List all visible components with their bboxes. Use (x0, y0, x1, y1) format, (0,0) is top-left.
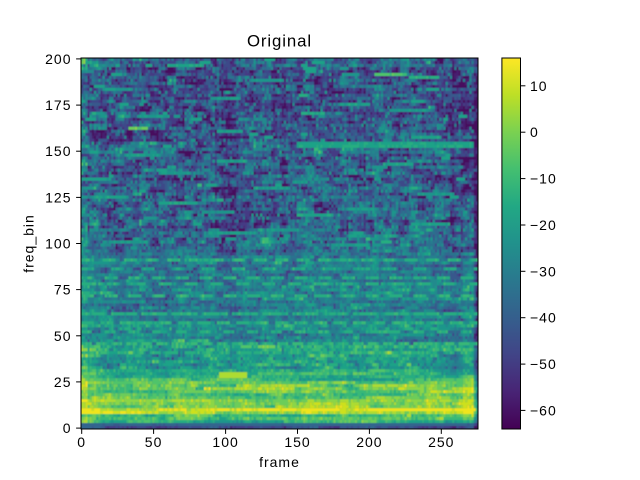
svg-text:−50: −50 (530, 356, 557, 372)
svg-text:75: 75 (54, 282, 72, 298)
svg-text:200: 200 (356, 434, 382, 450)
svg-text:50: 50 (54, 328, 72, 344)
svg-text:125: 125 (45, 189, 71, 205)
svg-text:−60: −60 (530, 402, 557, 418)
svg-text:−30: −30 (530, 263, 557, 279)
svg-text:Original: Original (247, 31, 312, 50)
svg-text:150: 150 (284, 434, 310, 450)
svg-text:200: 200 (45, 51, 71, 67)
svg-text:25: 25 (54, 374, 72, 390)
svg-text:10: 10 (530, 78, 548, 94)
svg-text:−10: −10 (530, 171, 557, 187)
svg-text:100: 100 (45, 236, 71, 252)
svg-text:frame: frame (259, 454, 300, 470)
svg-text:freq_bin: freq_bin (21, 214, 37, 273)
svg-text:150: 150 (45, 143, 71, 159)
svg-text:−20: −20 (530, 217, 557, 233)
svg-text:0: 0 (530, 124, 539, 140)
svg-text:100: 100 (212, 434, 238, 450)
svg-text:0: 0 (63, 420, 72, 436)
svg-text:0: 0 (77, 434, 86, 450)
svg-text:250: 250 (428, 434, 454, 450)
svg-text:175: 175 (45, 97, 71, 113)
svg-text:−40: −40 (530, 310, 557, 326)
svg-text:50: 50 (145, 434, 163, 450)
